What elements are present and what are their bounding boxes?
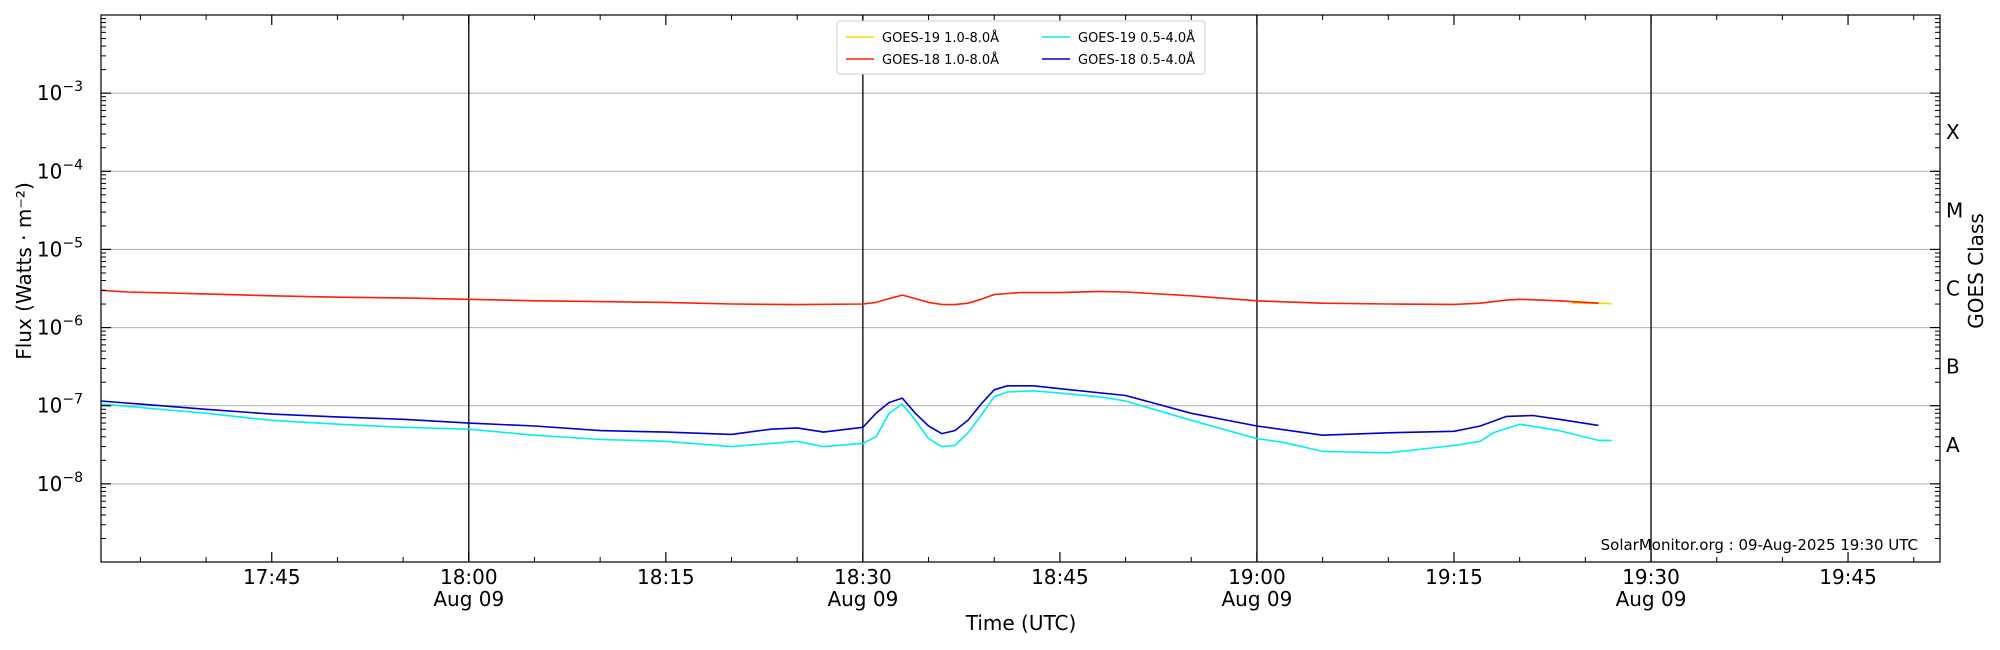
y-tick-label: 10−3 [37, 79, 83, 105]
legend: GOES-19 1.0-8.0Å GOES-18 1.0-8.0Å GOES-19 … [836, 20, 1206, 75]
credit-label: SolarMonitor.org : 09-Aug-2025 19:30 UTC [1601, 536, 1918, 554]
y-tick-label: 10−5 [37, 235, 83, 261]
goes-class-label: X [1946, 120, 1960, 144]
series-line [100, 289, 1599, 306]
x-tick-sublabel: Aug 09 [433, 587, 504, 611]
series-line [100, 389, 1612, 454]
x-tick-sublabel: Aug 09 [1616, 587, 1687, 611]
goes-class-label: M [1946, 198, 1963, 222]
x-tick-label: 18:00 [440, 565, 498, 589]
x-tick-label: 19:15 [1425, 565, 1483, 589]
axis-ticks [101, 15, 1940, 562]
day-marker-lines [468, 15, 1652, 562]
legend-items: GOES-19 1.0-8.0Å GOES-18 1.0-8.0Å GOES-19 … [846, 30, 1195, 68]
goes-class-labels: A B C M X [1946, 120, 1963, 457]
x-tick-label: 19:00 [1228, 565, 1286, 589]
plot-frame [100, 14, 1941, 563]
legend-box [836, 20, 1206, 75]
y-tick-label: 10−6 [37, 314, 83, 340]
x-tick-label: 19:30 [1622, 565, 1680, 589]
y-tick-label: 10−7 [37, 392, 83, 418]
x-tick-label: 18:30 [834, 565, 892, 589]
x-tick-label: 18:15 [637, 565, 695, 589]
right-axis-title: GOES Class [1964, 213, 1988, 329]
x-tick-sublabel: Aug 09 [827, 587, 898, 611]
y-tick-labels: 10−8 10−7 10−6 10−5 10−4 10−3 [37, 79, 83, 496]
legend-label: GOES-19 1.0-8.0Å [882, 30, 999, 46]
legend-label: GOES-18 0.5-4.0Å [1078, 52, 1195, 68]
x-tick-label: 17:45 [243, 565, 301, 589]
y-tick-label: 10−4 [37, 157, 83, 183]
series-lines [100, 289, 1612, 454]
x-tick-label: 18:45 [1031, 565, 1089, 589]
goes-class-label: C [1946, 277, 1960, 301]
y-tick-label: 10−8 [37, 470, 83, 496]
x-tick-sublabel: Aug 09 [1222, 587, 1293, 611]
goes-class-label: B [1946, 355, 1960, 379]
legend-label: GOES-19 0.5-4.0Å [1078, 30, 1195, 46]
grid-lines [101, 92, 1940, 485]
x-tick-label: 19:45 [1819, 565, 1877, 589]
x-axis-title: Time (UTC) [965, 611, 1077, 635]
y-axis-title: Flux (Watts · m⁻²) [12, 182, 36, 360]
legend-label: GOES-18 1.0-8.0Å [882, 52, 999, 68]
series-line [100, 384, 1599, 437]
goes-class-label: A [1946, 433, 1960, 457]
